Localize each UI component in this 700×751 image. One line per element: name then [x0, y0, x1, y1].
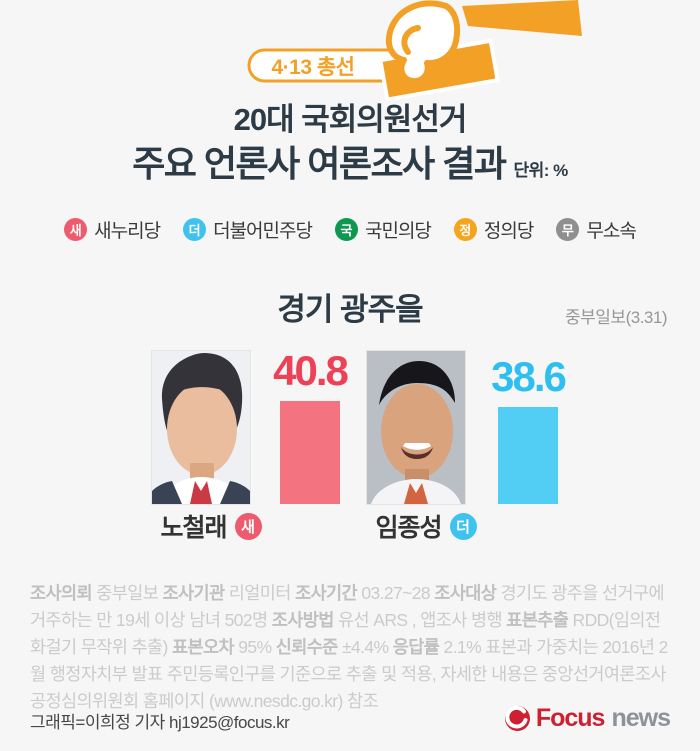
poll-bar [280, 401, 340, 504]
poll-value: 40.8 [273, 347, 349, 395]
hand-icon [385, 0, 461, 85]
note-term: 표본오차 [172, 636, 235, 657]
poll-source: 중부일보(3.31) [565, 308, 667, 327]
legend-label: 더불어민주당 [213, 221, 313, 242]
note-term: 조사기관 [162, 582, 226, 603]
party-badge: 새 [234, 512, 262, 540]
graphic-credit: 그래픽=이희정 기자 hj1925@focus.kr [30, 713, 290, 732]
poll-bar [498, 406, 558, 504]
legend-item-새누리당: 새 새누리당 [64, 216, 161, 243]
title-line-2-text: 주요 언론사 여론조사 결과 [132, 142, 507, 184]
logo-suffix-text: news [611, 704, 671, 732]
unit-label: 단위: % [513, 160, 569, 180]
candidate-name: 임종성 [375, 514, 442, 542]
party-legend: 새 새누리당 더 더불어민주당 국 국민의당 정 정의당 무 무소속 [0, 216, 700, 243]
note-term: 조사의뢰 [30, 582, 93, 603]
party-color-dot: 새 [64, 218, 88, 241]
legend-item-더불어민주당: 더 더불어민주당 [183, 216, 313, 243]
note-term: 표본추출 [506, 609, 569, 630]
arm-icon [462, 0, 582, 36]
poll-bar-chart: 40.8 38.6 [0, 347, 700, 506]
note-text: 유선 ARS , 앱조사 병행 [333, 609, 507, 630]
party-color-dot: 정 [453, 218, 477, 241]
legend-label: 국민의당 [364, 221, 432, 242]
survey-methodology-note: 조사의뢰 중부일보 조사기관 리얼미터 조사기간 03.27~28 조사대상 경… [30, 580, 675, 715]
note-term: 조사기간 [295, 582, 358, 603]
note-text: 2.1% 표본과 가중치는 2016년 2월 행정자치부 발표 주민등록인구를 … [30, 636, 668, 711]
note-term: 조사대상 [434, 582, 497, 603]
candidate-name: 노철래 [160, 514, 227, 542]
election-badge: 4·13 총선 [247, 0, 582, 100]
party-color-dot: 국 [334, 218, 358, 241]
party-color-dot: 더 [183, 218, 207, 241]
badge-label: 4·13 총선 [271, 56, 354, 79]
note-text: 경기도 광주을 선거구에 거주하는 만 19세 이상 남녀 502명 [30, 582, 665, 630]
candidate-photo [152, 351, 250, 504]
title-line-2: 주요 언론사 여론조사 결과 단위: % [0, 141, 700, 186]
note-text: 95% [234, 636, 276, 657]
note-term: 조사방법 [271, 609, 335, 630]
legend-label: 정의당 [483, 221, 534, 242]
legend-item-정의당: 정 정의당 [453, 216, 534, 243]
candidate-name-row: 임종성 더 [331, 508, 521, 544]
candidate-name-row: 노철래 새 [116, 508, 306, 544]
note-text: 03.27~28 [357, 582, 435, 603]
title-line-1: 20대 국회의원선거 [233, 102, 468, 137]
candidate-photo [367, 351, 465, 504]
note-text: 중부일보 [92, 582, 163, 603]
focus-swirl-icon [504, 705, 530, 731]
party-color-dot: 무 [556, 218, 580, 241]
note-term: 신뢰수준 [275, 636, 339, 657]
poll-value: 38.6 [491, 352, 567, 400]
region-title: 경기 광주을 [277, 292, 423, 327]
note-term: 응답률 [392, 636, 440, 657]
party-badge: 더 [449, 512, 477, 540]
focus-news-logo: Focus news [504, 704, 671, 733]
note-text: ±4.4% [337, 636, 393, 657]
legend-item-무소속: 무 무소속 [556, 216, 637, 243]
legend-label: 무소속 [586, 221, 636, 242]
page-title: 20대 국회의원선거 주요 언론사 여론조사 결과 단위: % [0, 99, 700, 186]
legend-label: 새누리당 [94, 221, 161, 242]
note-text: 리얼미터 [224, 582, 296, 603]
note-text: RDD(임의전화걸기 무작위 추출) [30, 609, 661, 657]
legend-item-국민의당: 국 국민의당 [334, 216, 432, 243]
logo-brand-text: Focus [535, 704, 606, 732]
